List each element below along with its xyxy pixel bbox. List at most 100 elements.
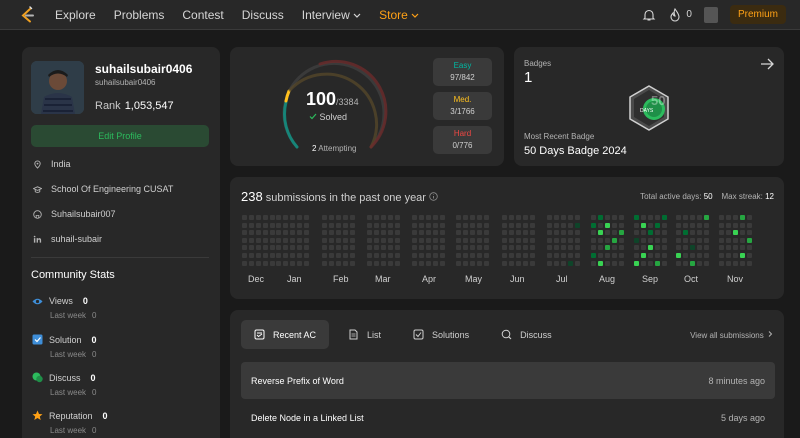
heatmap-cell[interactable] (440, 253, 445, 258)
heatmap-cell[interactable] (554, 237, 559, 243)
heatmap-cell[interactable] (367, 222, 372, 228)
heatmap-cell[interactable] (343, 230, 348, 236)
heatmap-cell[interactable] (336, 253, 341, 258)
linkedin-text[interactable]: suhail-subair (51, 234, 103, 244)
heatmap-cell[interactable] (509, 237, 514, 243)
heatmap-cell[interactable] (249, 253, 254, 258)
heatmap-cell[interactable] (502, 215, 507, 220)
heatmap-cell[interactable] (249, 245, 254, 251)
heatmap-cell[interactable] (456, 253, 461, 258)
heatmap-cell[interactable] (719, 245, 724, 251)
heatmap-cell[interactable] (433, 222, 438, 228)
heatmap-cell[interactable] (343, 253, 348, 258)
heatmap-cell[interactable] (523, 230, 528, 236)
heatmap-cell[interactable] (561, 215, 566, 220)
heatmap-cell[interactable] (591, 253, 596, 258)
heatmap-cell[interactable] (304, 260, 309, 266)
list-item[interactable]: Reverse Prefix of Word 8 minutes ago (241, 362, 775, 399)
heatmap-cell[interactable] (523, 222, 528, 228)
heatmap-cell[interactable] (619, 253, 624, 258)
heatmap-cell[interactable] (676, 215, 681, 220)
heatmap-cell[interactable] (329, 215, 334, 220)
heatmap-cell[interactable] (290, 237, 295, 243)
heatmap-cell[interactable] (304, 230, 309, 236)
heatmap-cell[interactable] (516, 237, 521, 243)
heatmap-cell[interactable] (297, 222, 302, 228)
heatmap-cell[interactable] (329, 245, 334, 251)
heatmap-cell[interactable] (350, 215, 355, 220)
heatmap-cell[interactable] (726, 253, 731, 258)
heatmap-cell[interactable] (440, 260, 445, 266)
heatmap-cell[interactable] (502, 260, 507, 266)
heatmap-cell[interactable] (641, 260, 646, 266)
heatmap-cell[interactable] (297, 230, 302, 236)
heatmap-cell[interactable] (256, 237, 261, 243)
nav-explore[interactable]: Explore (55, 8, 96, 22)
heatmap-cell[interactable] (697, 260, 702, 266)
arrow-right-icon[interactable] (760, 57, 774, 71)
heatmap-cell[interactable] (276, 230, 281, 236)
heatmap-cell[interactable] (502, 253, 507, 258)
heatmap-cell[interactable] (568, 253, 573, 258)
heatmap-cell[interactable] (648, 215, 653, 220)
heatmap-cell[interactable] (509, 260, 514, 266)
heatmap-cell[interactable] (433, 245, 438, 251)
nav-contest[interactable]: Contest (182, 8, 224, 22)
heatmap-cell[interactable] (395, 215, 400, 220)
heatmap-cell[interactable] (276, 260, 281, 266)
heatmap-cell[interactable] (336, 230, 341, 236)
heatmap-cell[interactable] (463, 222, 468, 228)
heatmap-cell[interactable] (575, 222, 580, 228)
heatmap-cell[interactable] (256, 245, 261, 251)
heatmap-cell[interactable] (336, 237, 341, 243)
heatmap-cell[interactable] (634, 222, 639, 228)
heatmap-cell[interactable] (263, 215, 268, 220)
heatmap-cell[interactable] (547, 215, 552, 220)
heatmap-cell[interactable] (605, 222, 610, 228)
view-all-submissions-link[interactable]: View all submissions (690, 330, 774, 340)
heatmap-cell[interactable] (619, 245, 624, 251)
heatmap-cell[interactable] (726, 245, 731, 251)
heatmap-cell[interactable] (619, 260, 624, 266)
heatmap-cell[interactable] (547, 260, 552, 266)
heatmap-cell[interactable] (350, 237, 355, 243)
heatmap-cell[interactable] (605, 260, 610, 266)
heatmap-cell[interactable] (290, 230, 295, 236)
heatmap-cell[interactable] (561, 237, 566, 243)
heatmap-cell[interactable] (733, 237, 738, 243)
heatmap-cell[interactable] (440, 215, 445, 220)
heatmap-cell[interactable] (605, 215, 610, 220)
heatmap-cell[interactable] (388, 215, 393, 220)
heatmap-cell[interactable] (336, 245, 341, 251)
heatmap-cell[interactable] (343, 260, 348, 266)
heatmap-cell[interactable] (242, 230, 247, 236)
heatmap-cell[interactable] (747, 215, 752, 220)
heatmap-cell[interactable] (440, 245, 445, 251)
heatmap-cell[interactable] (605, 245, 610, 251)
premium-button[interactable]: Premium (729, 5, 786, 24)
heatmap-cell[interactable] (484, 230, 489, 236)
heatmap-cell[interactable] (470, 222, 475, 228)
nav-problems[interactable]: Problems (113, 8, 165, 22)
heatmap-cell[interactable] (683, 237, 688, 243)
heatmap-cell[interactable] (242, 215, 247, 220)
heatmap-cell[interactable] (470, 253, 475, 258)
heatmap-cell[interactable] (509, 230, 514, 236)
heatmap-cell[interactable] (276, 222, 281, 228)
heatmap-cell[interactable] (733, 260, 738, 266)
heatmap-cell[interactable] (433, 230, 438, 236)
heatmap-cell[interactable] (242, 253, 247, 258)
heatmap-cell[interactable] (641, 230, 646, 236)
heatmap-cell[interactable] (704, 222, 709, 228)
heatmap-cell[interactable] (655, 237, 660, 243)
heatmap-cell[interactable] (655, 245, 660, 251)
heatmap-cell[interactable] (374, 230, 379, 236)
heatmap-cell[interactable] (304, 222, 309, 228)
heatmap-cell[interactable] (747, 222, 752, 228)
heatmap-cell[interactable] (388, 260, 393, 266)
heatmap-cell[interactable] (270, 222, 275, 228)
heatmap-cell[interactable] (350, 245, 355, 251)
heatmap-cell[interactable] (329, 230, 334, 236)
heatmap-cell[interactable] (381, 222, 386, 228)
heatmap-cell[interactable] (426, 237, 431, 243)
